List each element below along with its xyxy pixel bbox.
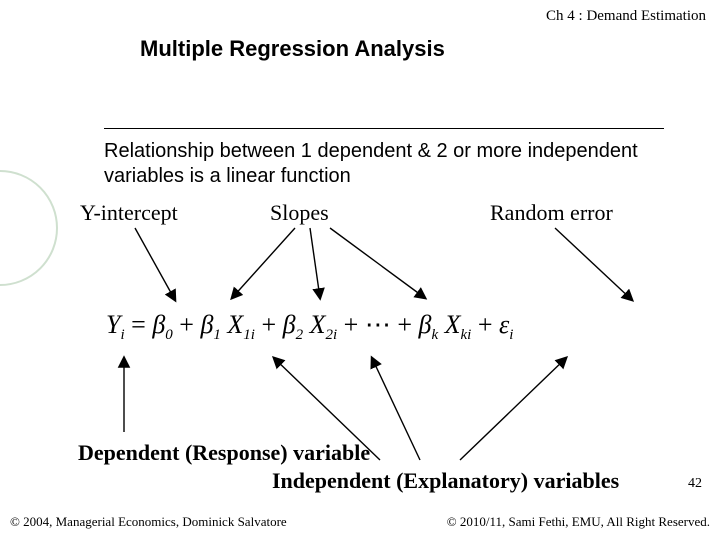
- intro-text: Relationship between 1 dependent & 2 or …: [104, 128, 664, 189]
- arrow: [460, 358, 566, 460]
- arrow: [135, 228, 175, 300]
- arrow: [232, 228, 295, 298]
- chapter-label: Ch 4 : Demand Estimation: [546, 8, 706, 25]
- arrow: [372, 358, 420, 460]
- eq-x2: X: [310, 310, 326, 339]
- eq-ellipsis: ⋯: [365, 310, 391, 339]
- eq-lhs-var: Y: [106, 310, 120, 339]
- footer-left: © 2004, Managerial Economics, Dominick S…: [10, 514, 287, 530]
- label-independent: Independent (Explanatory) variables: [272, 468, 619, 494]
- eq-eps: ε: [499, 310, 509, 339]
- eq-lhs-sub: i: [120, 327, 124, 343]
- label-dependent: Dependent (Response) variable: [78, 440, 370, 466]
- arrow: [310, 228, 320, 298]
- footer-right: © 2010/11, Sami Fethi, EMU, All Right Re…: [447, 514, 710, 530]
- eq-b0: β: [152, 310, 165, 339]
- eq-b2: β: [283, 310, 296, 339]
- label-slopes: Slopes: [270, 200, 329, 226]
- eq-x1: X: [227, 310, 243, 339]
- eq-bk: β: [418, 310, 431, 339]
- slide-title: Multiple Regression Analysis: [140, 36, 445, 62]
- decorative-circle: [0, 170, 58, 286]
- label-random-error: Random error: [490, 200, 613, 226]
- label-y-intercept: Y-intercept: [80, 200, 178, 226]
- eq-xk: X: [445, 310, 461, 339]
- regression-equation: Yi = β0 + β1 X1i + β2 X2i + ⋯ + βk Xki +…: [106, 310, 666, 344]
- slide-number: 42: [688, 476, 702, 492]
- eq-b1: β: [200, 310, 213, 339]
- arrow: [555, 228, 632, 300]
- arrow: [330, 228, 425, 298]
